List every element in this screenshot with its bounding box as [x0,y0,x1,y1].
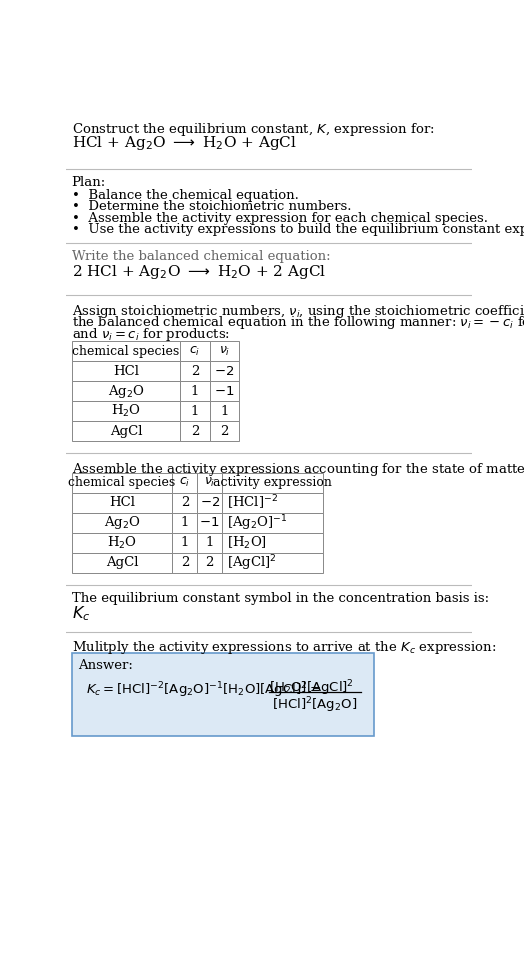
Bar [222,553,323,573]
Text: Plan:: Plan: [72,176,106,189]
Bar [72,473,172,493]
Text: AgCl: AgCl [110,425,142,437]
Bar [180,401,210,421]
Text: $c_i$: $c_i$ [189,345,201,358]
Text: AgCl: AgCl [106,556,138,569]
Bar [197,553,222,573]
Bar [72,493,172,513]
Text: Assign stoichiometric numbers, $\nu_i$, using the stoichiometric coefficients, $: Assign stoichiometric numbers, $\nu_i$, … [72,302,524,320]
Bar [222,493,323,513]
Text: •  Assemble the activity expression for each chemical species.: • Assemble the activity expression for e… [72,211,488,225]
FancyBboxPatch shape [72,653,374,736]
Text: 2: 2 [205,556,214,569]
Text: $[\mathrm{H_2O}][\mathrm{AgCl}]^2$: $[\mathrm{H_2O}][\mathrm{AgCl}]^2$ [269,679,354,698]
Bar [172,553,197,573]
Text: 2: 2 [191,425,199,437]
Text: 1: 1 [220,405,228,418]
Bar [210,381,239,401]
Text: $\nu_i$: $\nu_i$ [204,477,215,489]
Text: Write the balanced chemical equation:: Write the balanced chemical equation: [72,251,330,263]
Text: Ag$_2$O: Ag$_2$O [107,383,144,400]
Text: $c_i$: $c_i$ [179,477,191,489]
Text: Assemble the activity expressions accounting for the state of matter and $\nu_i$: Assemble the activity expressions accoun… [72,460,524,478]
Text: Ag$_2$O: Ag$_2$O [104,515,140,531]
Text: $K_c$: $K_c$ [72,605,90,623]
Bar [222,473,323,493]
Text: $K_c = [\mathrm{HCl}]^{-2}[\mathrm{Ag_2O}]^{-1}[\mathrm{H_2O}][\mathrm{AgCl}]^2 : $K_c = [\mathrm{HCl}]^{-2}[\mathrm{Ag_2O… [85,680,321,700]
Bar [197,473,222,493]
Text: •  Use the activity expressions to build the equilibrium constant expression.: • Use the activity expressions to build … [72,223,524,236]
Bar [72,381,180,401]
Text: activity expression: activity expression [213,477,332,489]
Text: [AgCl]$^2$: [AgCl]$^2$ [227,553,277,573]
Text: the balanced chemical equation in the following manner: $\nu_i = -c_i$ for react: the balanced chemical equation in the fo… [72,314,524,331]
Text: The equilibrium constant symbol in the concentration basis is:: The equilibrium constant symbol in the c… [72,592,489,605]
Text: [HCl]$^{-2}$: [HCl]$^{-2}$ [227,494,278,512]
Bar [72,401,180,421]
Text: $-1$: $-1$ [214,385,235,398]
Bar [180,381,210,401]
Text: HCl: HCl [113,365,139,378]
Text: 2: 2 [181,556,189,569]
Bar [72,361,180,381]
Bar [197,493,222,513]
Text: $-2$: $-2$ [214,365,234,378]
Bar [210,421,239,441]
Bar [172,533,197,553]
Text: $-1$: $-1$ [200,517,220,529]
Text: Mulitply the activity expressions to arrive at the $K_c$ expression:: Mulitply the activity expressions to arr… [72,639,496,657]
Bar [210,401,239,421]
Text: HCl: HCl [109,497,135,509]
Text: 1: 1 [191,385,199,398]
Text: 2 HCl + Ag$_2$O $\longrightarrow$ H$_2$O + 2 AgCl: 2 HCl + Ag$_2$O $\longrightarrow$ H$_2$O… [72,262,326,280]
Text: 2: 2 [191,365,199,378]
Text: 2: 2 [181,497,189,509]
Text: HCl + Ag$_2$O $\longrightarrow$ H$_2$O + AgCl: HCl + Ag$_2$O $\longrightarrow$ H$_2$O +… [72,134,297,152]
Text: and $\nu_i = c_i$ for products:: and $\nu_i = c_i$ for products: [72,325,230,343]
Text: $\nu_i$: $\nu_i$ [219,345,230,358]
Bar [222,533,323,553]
Text: [H$_2$O]: [H$_2$O] [227,535,267,551]
Bar [172,473,197,493]
Bar [72,553,172,573]
Text: H$_2$O: H$_2$O [111,403,141,419]
Text: 1: 1 [191,405,199,418]
Bar [210,342,239,361]
Text: $[\mathrm{HCl}]^2[\mathrm{Ag_2O}]$: $[\mathrm{HCl}]^2[\mathrm{Ag_2O}]$ [272,696,358,715]
Bar [72,533,172,553]
Text: 1: 1 [181,537,189,549]
Bar [180,361,210,381]
Bar [210,361,239,381]
Bar [172,493,197,513]
Bar [197,513,222,533]
Text: 1: 1 [181,517,189,529]
Text: •  Balance the chemical equation.: • Balance the chemical equation. [72,189,299,202]
Text: Answer:: Answer: [78,659,133,672]
Text: 1: 1 [205,537,214,549]
Text: •  Determine the stoichiometric numbers.: • Determine the stoichiometric numbers. [72,200,351,213]
Bar [180,342,210,361]
Text: chemical species: chemical species [72,345,180,358]
Bar [180,421,210,441]
Bar [72,421,180,441]
Text: 2: 2 [220,425,228,437]
Text: H$_2$O: H$_2$O [107,535,137,551]
Bar [72,513,172,533]
Bar [222,513,323,533]
Text: chemical species: chemical species [69,477,176,489]
Text: Construct the equilibrium constant, $K$, expression for:: Construct the equilibrium constant, $K$,… [72,121,434,138]
Text: $-2$: $-2$ [200,497,220,509]
Bar [197,533,222,553]
Bar [172,513,197,533]
Text: [Ag$_2$O]$^{-1}$: [Ag$_2$O]$^{-1}$ [227,513,287,533]
Bar [72,342,180,361]
